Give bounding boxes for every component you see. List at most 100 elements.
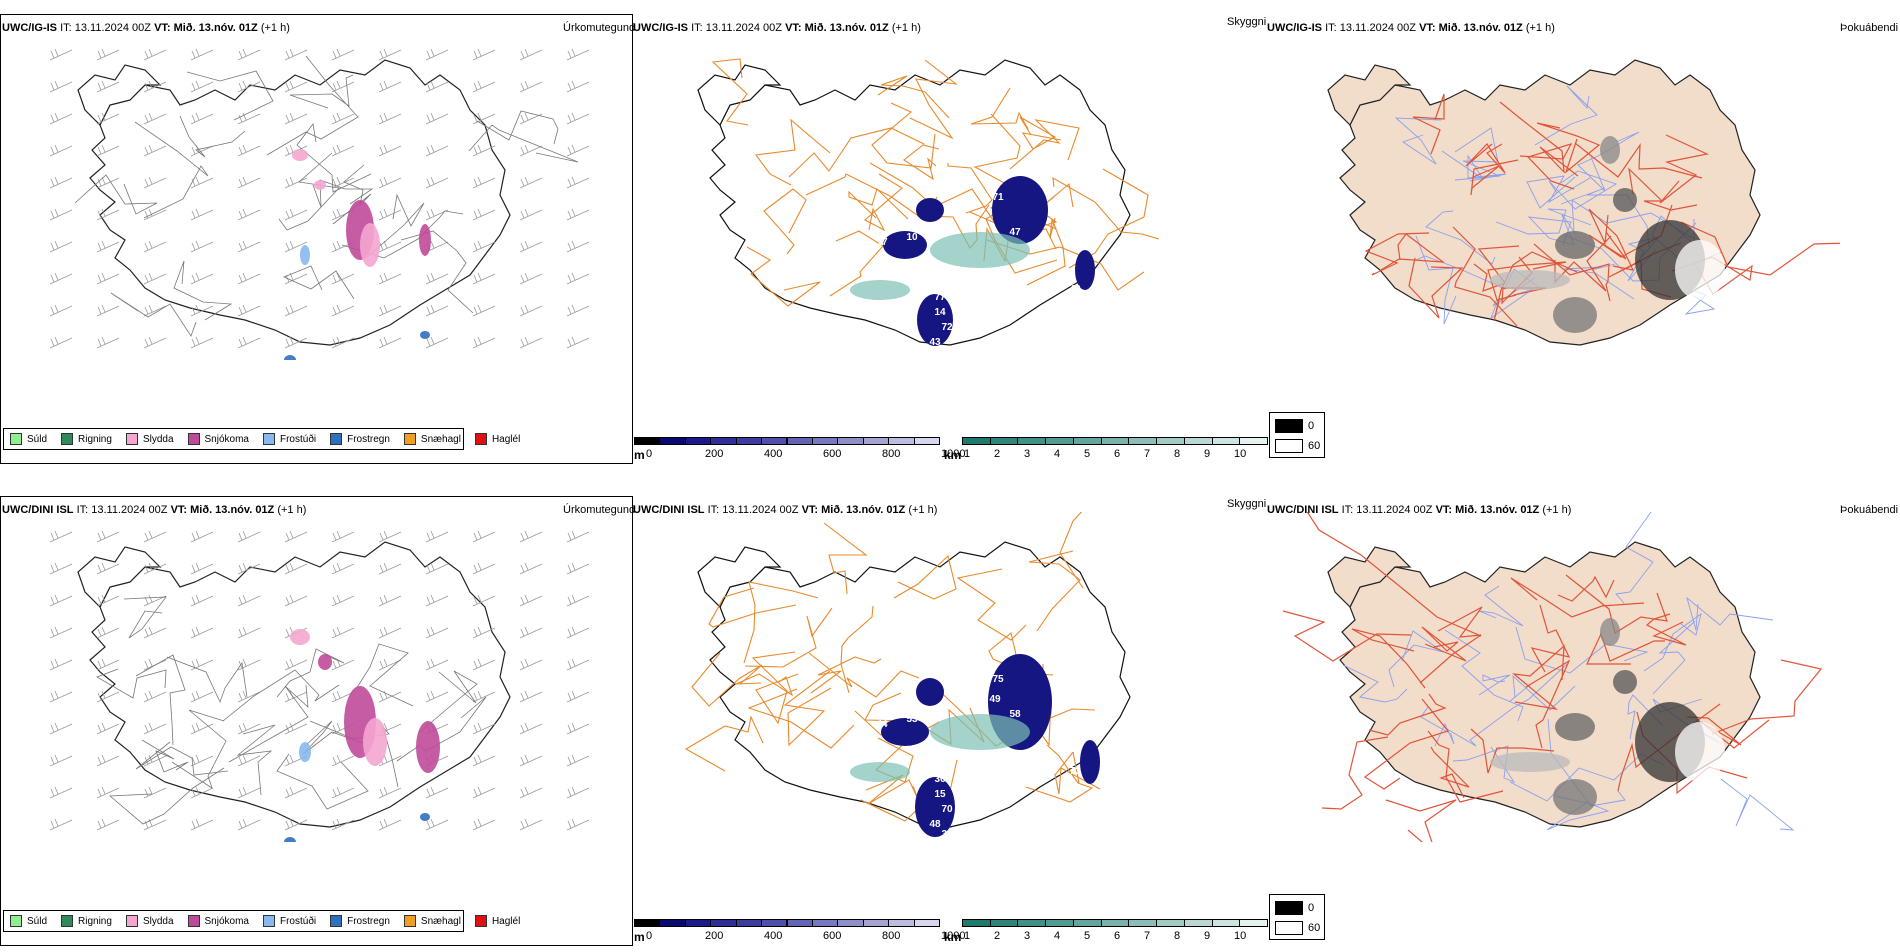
vt-value: Mið. 13.nóv. 01Z: [821, 504, 906, 516]
road-line: [1425, 210, 1496, 265]
legend-swatch: [187, 433, 200, 445]
fog-area: [1613, 188, 1637, 212]
model-name: UWC/DINI ISL: [633, 504, 705, 516]
wind-barb: [284, 208, 308, 221]
precip-title: Úrkomutegund: [563, 504, 636, 516]
wind-barb: [237, 144, 261, 157]
road-line: [973, 113, 1021, 191]
legend-swatch: [474, 915, 487, 927]
fog-legend-label: 0: [1308, 420, 1315, 432]
road-line: [74, 174, 158, 215]
road-line: [746, 246, 821, 307]
road-line: [419, 670, 478, 733]
fog-area: [1555, 713, 1595, 741]
visibility-value-label: 14: [934, 307, 946, 318]
low-ceiling-area: [916, 198, 944, 222]
precip-area: [292, 149, 308, 161]
legend-swatch: [330, 433, 343, 445]
road-line: [877, 75, 950, 119]
fog-legend: 0 60: [1269, 894, 1325, 940]
visibility-tick: 3: [1024, 930, 1031, 942]
road-line: [684, 715, 764, 772]
road-line: [1652, 620, 1696, 695]
visibility-colorbar: [962, 919, 1268, 927]
road-line: [1412, 93, 1445, 155]
wind-barb: [237, 48, 261, 61]
precip-area: [300, 245, 310, 265]
road-line: [276, 648, 345, 698]
wind-barb: [378, 144, 402, 157]
map-header: UWC/IG-IS IT: 13.11.2024 00Z VT: Mið. 13…: [2, 22, 290, 35]
fog-area: [1600, 618, 1620, 646]
ceiling-tick: 200: [705, 930, 724, 942]
legend-swatch: [125, 915, 138, 927]
road-line: [1557, 575, 1615, 602]
visibility-value-label: 47: [1009, 227, 1021, 238]
coastline: [89, 541, 511, 828]
wind-barb: [566, 818, 590, 831]
wind-barb: [284, 562, 308, 575]
fog-area: [1675, 240, 1725, 300]
visibility-value-label: 43: [929, 337, 941, 348]
wind-barb: [378, 304, 402, 317]
road-line: [823, 522, 868, 595]
wind-barb: [472, 818, 496, 831]
coastline-westfjords: [1327, 546, 1412, 609]
wind-barb: [190, 336, 214, 349]
fog-legend-swatch: [1275, 439, 1303, 453]
road-line: [141, 739, 189, 773]
road-line: [1686, 596, 1774, 631]
road-line: [1059, 512, 1084, 589]
colorbar-segment: [1156, 437, 1185, 445]
wind-barb: [143, 272, 167, 285]
road-line: [1534, 85, 1598, 146]
wind-barb: [378, 658, 402, 671]
wind-barb: [49, 304, 73, 317]
wind-barb: [472, 112, 496, 125]
wind-barb: [378, 48, 402, 61]
wind-barb: [49, 240, 73, 253]
visibility-area: [850, 762, 910, 782]
wind-barb: [331, 48, 355, 61]
ceiling-tick: 1000: [941, 448, 966, 460]
visibility-value-label: 53: [906, 714, 918, 725]
legend-label: Frostúði: [279, 915, 317, 927]
wind-barb: [425, 112, 449, 125]
coastline: [1339, 541, 1761, 828]
road-line: [123, 596, 167, 639]
coastline-westfjords: [697, 64, 782, 127]
road-line: [854, 692, 909, 736]
coastline-westfjords: [77, 546, 162, 609]
wind-barb: [378, 208, 402, 221]
precip-legend-items: Súld Rigning Slydda Snjókoma Frostúði Frostre…: [10, 915, 534, 927]
wind-barb: [143, 304, 167, 317]
wind-barb: [96, 754, 120, 767]
visibility-value-label: 77: [934, 292, 946, 303]
colorbar-segment: [1239, 437, 1268, 445]
road-line: [1465, 143, 1506, 174]
it-label: IT:: [707, 504, 720, 516]
road-line: [1421, 626, 1467, 662]
precip-title: Úrkomutegund: [563, 22, 636, 34]
road-line: [1019, 116, 1062, 150]
wind-barb: [425, 530, 449, 543]
wind-barb: [284, 112, 308, 125]
road-line: [956, 568, 1027, 641]
colorbar-segment: [837, 437, 864, 445]
wind-barb: [237, 754, 261, 767]
wind-barb: [190, 658, 214, 671]
road-line: [179, 115, 246, 158]
coastline: [1339, 59, 1761, 346]
road-line: [236, 724, 276, 796]
lead-time: (+1 h): [260, 22, 290, 34]
road-line: [1478, 674, 1511, 696]
colorbar-segment: [1072, 437, 1102, 445]
fog-legend: 0 60: [1269, 412, 1325, 458]
wind-barb: [331, 786, 355, 799]
coastline-westfjords: [77, 64, 162, 127]
iceland-map: [1327, 59, 1840, 346]
vt-label: VT:: [785, 22, 802, 34]
wind-barb: [425, 594, 449, 607]
wind-barb: [566, 240, 590, 253]
